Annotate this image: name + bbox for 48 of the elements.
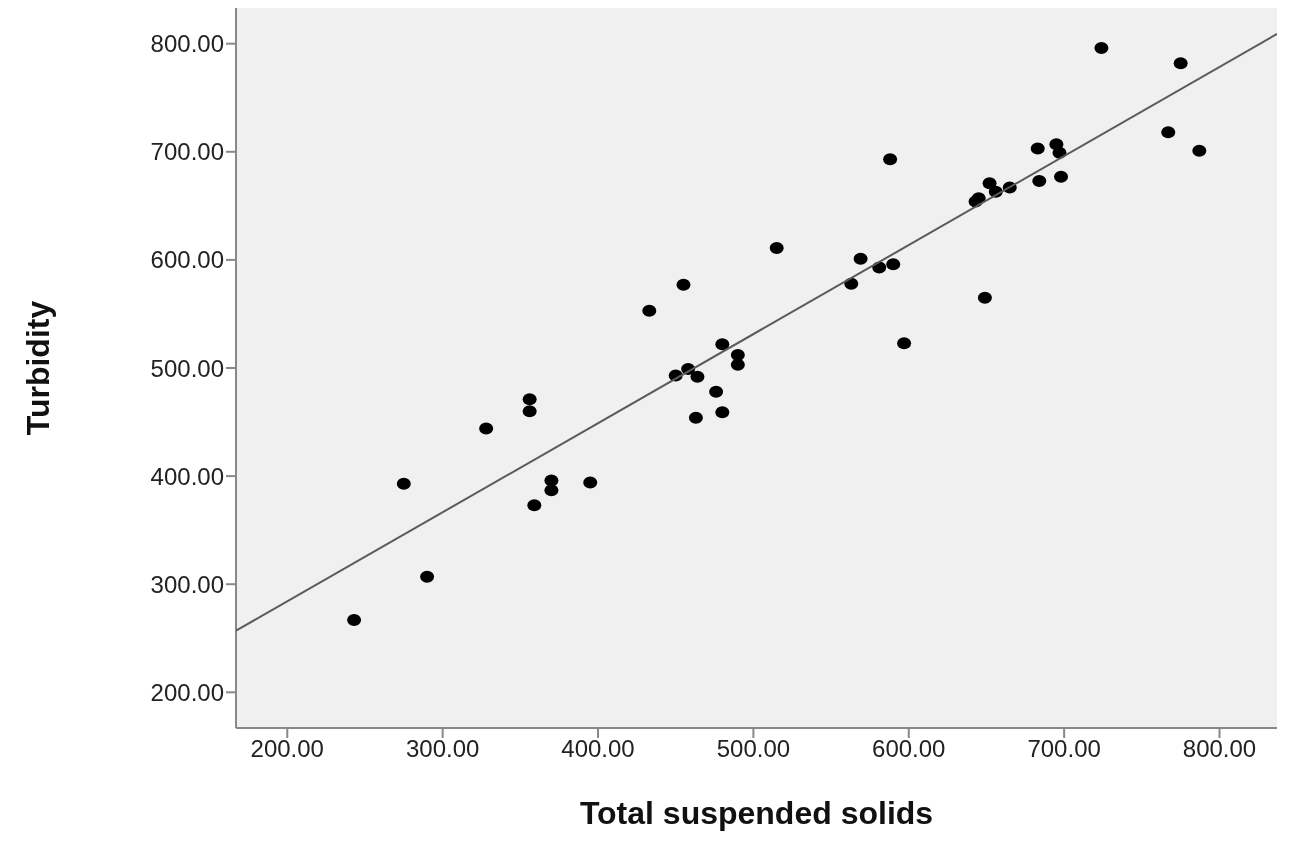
y-tick-label: 300.00 (150, 570, 224, 598)
point (396, 477, 411, 490)
point (688, 411, 703, 424)
point (583, 476, 598, 489)
x-tick-label: 500.00 (716, 735, 791, 763)
point (522, 393, 537, 406)
point (730, 349, 745, 362)
point (715, 406, 730, 419)
point (897, 337, 912, 350)
x-tick-label: 600.00 (872, 735, 946, 763)
point (886, 258, 901, 271)
x-tick-label: 200.00 (250, 735, 324, 763)
x-tick-label: 400.00 (561, 735, 635, 763)
point (1173, 57, 1188, 70)
point (544, 484, 559, 497)
point (1030, 142, 1045, 155)
point (730, 358, 745, 371)
point (1161, 126, 1176, 139)
point (479, 422, 494, 435)
point (522, 405, 537, 418)
point (1094, 42, 1109, 54)
x-tick-label: 700.00 (1027, 735, 1101, 763)
point (527, 499, 542, 512)
x-tick-label: 300.00 (405, 735, 480, 763)
y-tick-label: 400.00 (150, 462, 224, 490)
point (347, 613, 362, 626)
point (1054, 170, 1069, 183)
point (676, 278, 691, 291)
point (982, 177, 997, 190)
y-axis-title: Turbidity (20, 300, 57, 436)
y-tick-label: 200.00 (150, 678, 224, 706)
y-tick-label: 600.00 (150, 246, 224, 274)
point (715, 338, 730, 351)
x-axis-title: Total suspended solids (579, 795, 934, 831)
point (1032, 174, 1047, 187)
point (420, 570, 435, 583)
y-tick-label: 800.00 (150, 30, 224, 58)
point (853, 252, 868, 265)
point (883, 153, 898, 166)
point (642, 304, 657, 317)
point (709, 385, 724, 398)
y-tick-label: 500.00 (150, 354, 224, 382)
point (769, 242, 784, 254)
x-tick-label: 800.00 (1182, 735, 1257, 763)
point (1192, 144, 1207, 157)
y-tick-label: 700.00 (150, 138, 224, 166)
point (977, 291, 992, 304)
point (690, 370, 705, 383)
